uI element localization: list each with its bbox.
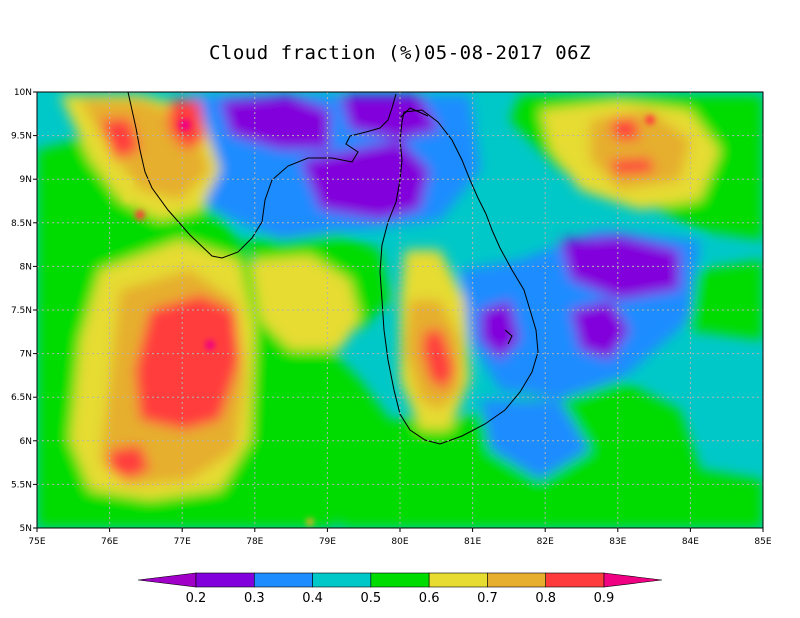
lat-tick-label: 6N bbox=[20, 437, 32, 447]
colorbar-box bbox=[370, 572, 430, 588]
india-coastline bbox=[127, 92, 397, 259]
colorbar-label: 0.3 bbox=[244, 591, 265, 606]
colorbar-low-arrow bbox=[137, 572, 197, 588]
lon-tick-label: 81E bbox=[464, 537, 481, 547]
lat-tick-label: 9N bbox=[20, 175, 32, 185]
colorbar-label: 0.6 bbox=[419, 591, 440, 606]
lat-tick-label: 8.5N bbox=[11, 219, 32, 229]
lat-tick-label: 7N bbox=[20, 350, 32, 360]
colorbar-label: 0.4 bbox=[302, 591, 323, 606]
colorbar-label: 0.5 bbox=[361, 591, 382, 606]
lon-tick-label: 85E bbox=[754, 537, 771, 547]
lon-tick-label: 79E bbox=[319, 537, 336, 547]
lat-tick-label: 7.5N bbox=[11, 306, 32, 316]
colorbar-box bbox=[487, 572, 547, 588]
coastline bbox=[127, 92, 539, 445]
lat-tick-label: 5N bbox=[20, 524, 32, 534]
lon-tick-label: 77E bbox=[174, 537, 191, 547]
sri-lanka-coastline bbox=[379, 109, 539, 445]
lat-tick-label: 9.5N bbox=[11, 132, 32, 142]
colorbar-label: 0.9 bbox=[594, 591, 615, 606]
lon-tick-label: 78E bbox=[246, 537, 263, 547]
colorbar-label: 0.2 bbox=[186, 591, 207, 606]
lon-tick-label: 84E bbox=[682, 537, 699, 547]
colorbar-box bbox=[253, 572, 313, 588]
colorbar-box bbox=[195, 572, 255, 588]
colorbar-high-arrow bbox=[603, 572, 663, 588]
lon-tick-label: 76E bbox=[101, 537, 118, 547]
lat-tick-label: 6.5N bbox=[11, 393, 32, 403]
colorbar-box bbox=[312, 572, 372, 588]
lon-tick-label: 83E bbox=[609, 537, 626, 547]
lat-tick-label: 8N bbox=[20, 262, 32, 272]
colorbar-label: 0.8 bbox=[535, 591, 556, 606]
lat-tick-label: 10N bbox=[14, 88, 32, 98]
lon-tick-label: 80E bbox=[391, 537, 408, 547]
cloud-fraction-field bbox=[37, 92, 763, 528]
colorbar-box bbox=[428, 572, 488, 588]
lon-tick-label: 82E bbox=[537, 537, 554, 547]
colorbar: 0.2 0.3 0.4 0.5 0.6 0.7 0.8 0.9 bbox=[137, 572, 663, 606]
colorbar-box bbox=[545, 572, 605, 588]
map-title: Cloud fraction (%)05-08-2017 06Z bbox=[208, 42, 592, 64]
lat-tick-label: 5.5N bbox=[11, 480, 32, 490]
map-grid bbox=[37, 92, 763, 528]
lon-tick-label: 75E bbox=[28, 537, 45, 547]
axis-ticks: 75E 76E 77E 78E 79E 80E 81E 82E 83E 84E 85E 5N 5.5N 6… bbox=[11, 88, 772, 547]
colorbar-label: 0.7 bbox=[477, 591, 498, 606]
